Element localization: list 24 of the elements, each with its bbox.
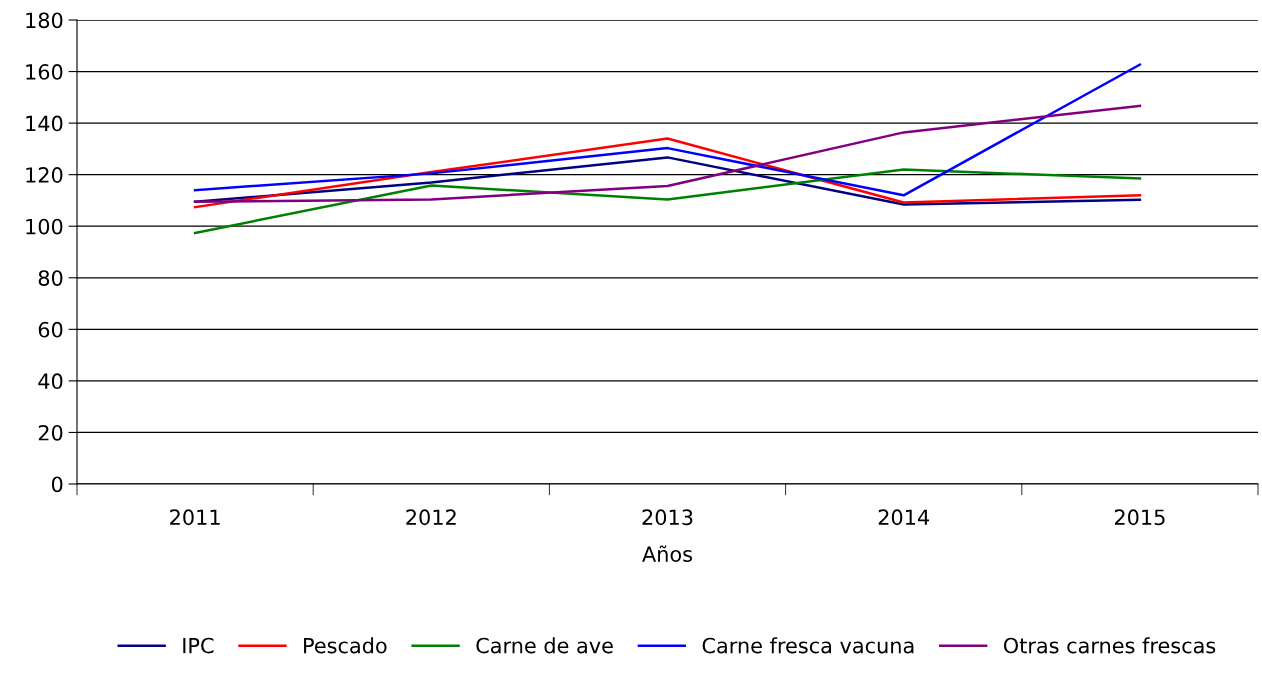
legend-label: Otras carnes frescas bbox=[1003, 637, 1216, 654]
x-tick-label: 2014 bbox=[878, 509, 930, 526]
legend-label: Pescado bbox=[304, 637, 387, 654]
x-tick-label: 2012 bbox=[406, 509, 456, 526]
y-tick-label: 140 bbox=[26, 115, 63, 132]
legend-label: IPC bbox=[183, 637, 214, 654]
y-tick-label: 160 bbox=[26, 64, 63, 80]
y-tick-label: 60 bbox=[38, 321, 63, 338]
y-tick-label: 20 bbox=[38, 424, 63, 441]
line-series bbox=[193, 63, 1142, 197]
y-tick-label: 0 bbox=[51, 476, 63, 493]
y-tick-label: 40 bbox=[38, 373, 63, 390]
y-tick-label: 100 bbox=[26, 218, 63, 235]
x-axis-title: Años bbox=[642, 545, 693, 562]
y-tick-label: 180 bbox=[26, 12, 63, 29]
line-series bbox=[193, 168, 1142, 235]
y-tick-label: 80 bbox=[38, 270, 63, 286]
y-tick-label: 120 bbox=[26, 167, 63, 183]
x-tick-label: 2011 bbox=[170, 509, 220, 526]
legend-label: Carne fresca vacuna bbox=[702, 637, 914, 654]
line-series bbox=[193, 104, 1142, 203]
legend-label: Carne de ave bbox=[476, 637, 613, 654]
x-tick-label: 2015 bbox=[1114, 509, 1165, 526]
x-tick-label: 2013 bbox=[642, 509, 693, 526]
